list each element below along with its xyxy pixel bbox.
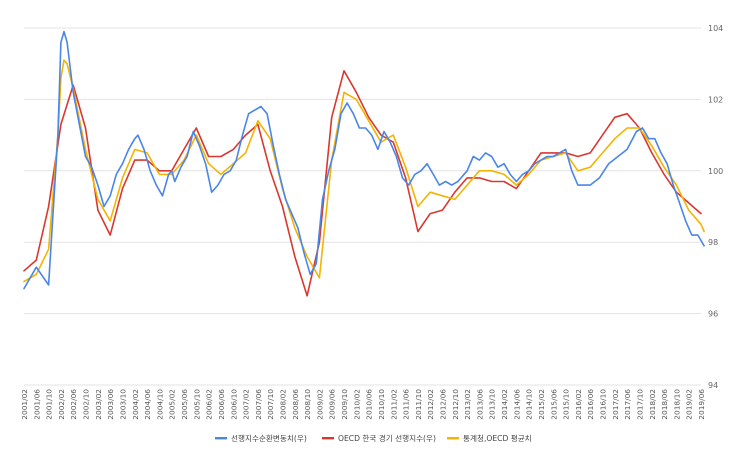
- x-tick-label: 2006/02: [205, 389, 214, 420]
- x-tick-label: 2007/10: [266, 389, 275, 420]
- legend-label: 선행지수순환변동치(우): [231, 433, 307, 443]
- x-tick-label: 2011/06: [402, 389, 411, 420]
- y-tick-label: 98: [708, 238, 718, 247]
- x-tick-label: 2017/02: [611, 389, 620, 420]
- x-tick-label: 2008/06: [291, 389, 300, 420]
- x-tick-label: 2003/10: [118, 389, 127, 420]
- series-line-1: [23, 30, 705, 290]
- y-tick-label: 102: [708, 95, 723, 104]
- series-line-2: [23, 70, 702, 297]
- gridlines: [24, 27, 701, 386]
- x-tick-label: 2010/10: [377, 389, 386, 420]
- x-tick-label: 2008/10: [303, 389, 312, 420]
- x-tick-label: 2010/06: [365, 389, 374, 420]
- x-tick-label: 2012/02: [426, 389, 435, 420]
- x-tick-label: 2002/10: [82, 389, 91, 420]
- x-tick-label: 2006/06: [217, 389, 226, 420]
- y-tick-label: 100: [708, 167, 723, 176]
- x-tick-label: 2009/06: [328, 389, 337, 420]
- x-tick-label: 2018/06: [660, 389, 669, 420]
- legend-swatch: [322, 437, 334, 440]
- x-tick-label: 2012/06: [439, 389, 448, 420]
- x-tick-label: 2011/10: [414, 389, 423, 420]
- x-tick-label: 2002/06: [69, 389, 78, 420]
- x-tick-label: 2019/06: [697, 389, 706, 420]
- x-tick-label: 2004/06: [143, 389, 152, 420]
- x-tick-label: 2005/02: [168, 389, 177, 420]
- y-axis-tick-labels: 94 96 98 100 102 104: [708, 24, 723, 390]
- x-tick-label: 2012/10: [451, 389, 460, 420]
- x-tick-label: 2006/10: [229, 389, 238, 420]
- x-tick-label: 2004/10: [155, 389, 164, 420]
- series-line-3: [23, 59, 705, 283]
- legend-swatch: [447, 437, 459, 440]
- x-tick-label: 2018/02: [648, 389, 657, 420]
- x-tick-label: 2018/10: [672, 389, 681, 420]
- legend-label: 통계청,OECD 평균치: [463, 433, 532, 443]
- x-axis-tick-labels: 2001/02 2001/06 2001/10 2002/02 2002/06 2002/…: [20, 389, 706, 420]
- x-tick-label: 2015/02: [537, 389, 546, 420]
- x-tick-label: 2001/10: [45, 389, 54, 420]
- x-tick-label: 2014/10: [525, 389, 534, 420]
- x-tick-label: 2016/10: [599, 389, 608, 420]
- series-lines: [23, 30, 705, 297]
- x-tick-label: 2005/10: [192, 389, 201, 420]
- legend-label: OECD 한국 경기 선행지수(우): [338, 433, 436, 443]
- x-tick-label: 2013/06: [475, 389, 484, 420]
- legend: 선행지수순환변동치(우) OECD 한국 경기 선행지수(우) 통계청,OECD 평…: [215, 433, 532, 443]
- x-tick-label: 2008/02: [278, 389, 287, 420]
- x-tick-label: 2014/06: [512, 389, 521, 420]
- x-tick-label: 2015/10: [562, 389, 571, 420]
- y-tick-label: 96: [708, 310, 718, 319]
- y-tick-label: 94: [708, 381, 718, 390]
- x-tick-label: 2013/10: [488, 389, 497, 420]
- x-tick-label: 2017/10: [635, 389, 644, 420]
- x-tick-label: 2011/02: [389, 389, 398, 420]
- x-tick-label: 2003/02: [94, 389, 103, 420]
- x-tick-label: 2009/02: [315, 389, 324, 420]
- x-tick-label: 2003/06: [106, 389, 115, 420]
- x-tick-label: 2013/02: [463, 389, 472, 420]
- x-tick-label: 2001/02: [20, 389, 29, 420]
- x-tick-label: 2007/06: [254, 389, 263, 420]
- x-tick-label: 2009/10: [340, 389, 349, 420]
- legend-swatch: [215, 437, 227, 440]
- x-tick-label: 2016/06: [586, 389, 595, 420]
- x-tick-label: 2017/06: [623, 389, 632, 420]
- x-tick-label: 2004/02: [131, 389, 140, 420]
- x-tick-label: 2001/06: [32, 389, 41, 420]
- y-tick-label: 104: [708, 24, 723, 33]
- x-tick-label: 2007/02: [242, 389, 251, 420]
- x-tick-label: 2002/02: [57, 389, 66, 420]
- x-tick-label: 2005/06: [180, 389, 189, 420]
- x-tick-label: 2014/02: [500, 389, 509, 420]
- x-tick-label: 2015/06: [549, 389, 558, 420]
- x-tick-label: 2019/02: [685, 389, 694, 420]
- x-tick-label: 2016/02: [574, 389, 583, 420]
- x-tick-label: 2010/02: [352, 389, 361, 420]
